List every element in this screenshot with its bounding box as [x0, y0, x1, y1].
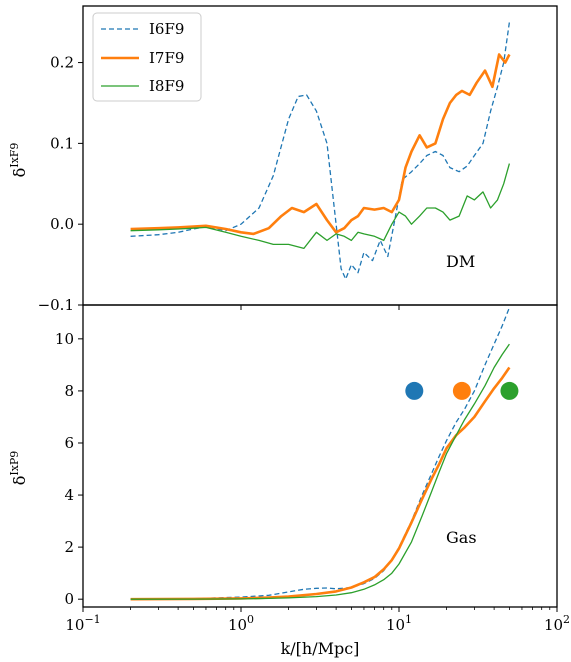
top-y-tick-label: 0.2 [50, 54, 74, 72]
legend-label-i7f9: I7F9 [149, 49, 184, 67]
bottom-series-lines [130, 307, 511, 601]
top-y-axis-label: δIxF9 [8, 143, 29, 178]
bottom-x-tick-label: 102 [544, 613, 570, 634]
bottom-y-tick-label: 10 [55, 330, 74, 348]
legend-box [92, 12, 202, 102]
legend-label-i8f9: I8F9 [149, 77, 184, 95]
bottom-x-ticks: 10−1 100 101 102 [65, 607, 570, 634]
bottom-series-i7f9 [130, 366, 511, 601]
top-series-i8f9 [130, 163, 511, 250]
bottom-x-tick-label: 100 [228, 613, 254, 634]
bottom-annotation: Gas [446, 528, 477, 547]
bottom-series-i8f9 [130, 343, 510, 600]
bottom-y-tick-label: 0 [64, 590, 74, 608]
x-axis-label: k/[h/Mpc] [281, 639, 360, 658]
bottom-y-tick-label: 2 [64, 538, 74, 556]
bottom-x-tick-label: 101 [386, 613, 412, 634]
bottom-y-axis-label: δIxP9 [8, 451, 29, 486]
top-series-i7f9 [130, 53, 511, 236]
legend: I6F9 I7F9 I8F9 [92, 12, 202, 102]
bottom-x-tick-label: 10−1 [65, 613, 100, 634]
top-series-i6f9 [130, 22, 511, 280]
bottom-marker-dot [405, 381, 424, 400]
bottom-series-i6f9 [130, 307, 511, 600]
top-y-tick-label: 0.1 [50, 134, 74, 152]
top-y-axis-label-sup: IxF9 [8, 143, 21, 168]
top-annotation: DM [446, 252, 475, 271]
bottom-markers [405, 381, 519, 400]
bottom-y-tick-label: 6 [64, 434, 74, 452]
top-y-ticks: −0.1 0.0 0.1 0.2 [38, 54, 83, 314]
top-y-tick-label: −0.1 [38, 296, 74, 314]
bottom-marker-dot [452, 381, 471, 400]
top-y-tick-label: 0.0 [50, 215, 74, 233]
bottom-marker-dot [500, 381, 519, 400]
bottom-y-ticks: 0 2 4 6 8 10 [55, 330, 83, 608]
bottom-y-tick-label: 4 [64, 486, 74, 504]
top-y-axis-label-base: δ [10, 168, 29, 178]
legend-label-i6f9: I6F9 [149, 20, 184, 38]
bottom-y-axis-label-sup: IxP9 [8, 451, 21, 476]
bottom-y-axis-label-base: δ [10, 476, 29, 486]
top-series-lines [130, 22, 511, 280]
panel-dm: −0.1 0.0 0.1 0.2 DM δIxF9 I6F9 I7F9 I8F9 [8, 5, 558, 314]
bottom-plot-frame [82, 304, 558, 608]
panel-gas: 0 2 4 6 8 10 10−1 100 101 102 Gas δIxP9 k/[h/Mpc… [8, 304, 570, 658]
bottom-y-tick-label: 8 [64, 382, 74, 400]
